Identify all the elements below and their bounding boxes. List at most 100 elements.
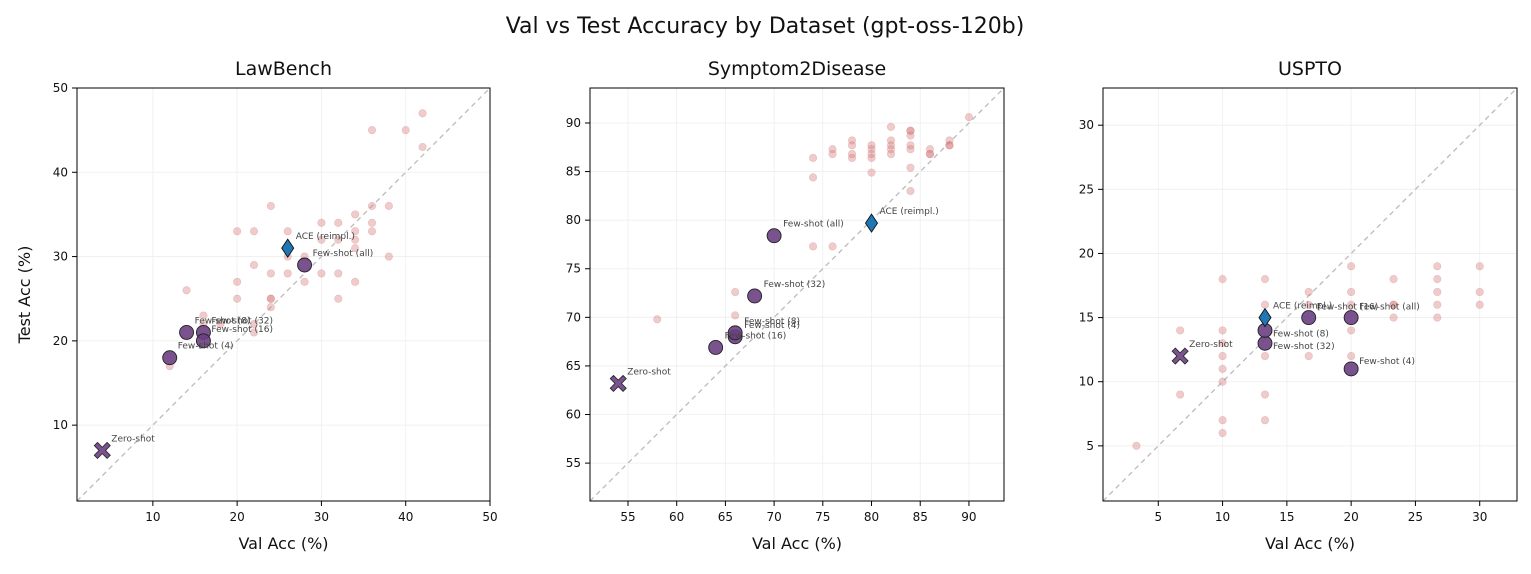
chart-lawbench-config-point bbox=[300, 277, 309, 286]
chart-lawbench-title: LawBench bbox=[235, 58, 332, 80]
chart-lawbench-few-shot-4-marker bbox=[162, 350, 178, 366]
chart-symptom2disease-config-point bbox=[828, 145, 837, 154]
chart-symptom2disease-x-tick-label: 60 bbox=[669, 510, 684, 524]
chart-lawbench-few-shot-8-marker bbox=[179, 324, 195, 340]
chart-lawbench-config-point bbox=[182, 286, 191, 295]
chart-uspto-few-shot-4-label: Few-shot (4) bbox=[1359, 357, 1415, 367]
chart-uspto-ace-reimpl-marker bbox=[1258, 307, 1272, 328]
chart-symptom2disease-config-point bbox=[906, 126, 915, 135]
chart-lawbench-config-point bbox=[351, 277, 360, 286]
chart-symptom2disease-config-point bbox=[867, 149, 876, 159]
chart-lawbench-config-point bbox=[317, 235, 326, 244]
chart-symptom2disease-diagonal bbox=[589, 87, 1005, 502]
chart-uspto-config-point bbox=[1347, 300, 1356, 309]
chart-uspto-config-point bbox=[1304, 287, 1313, 297]
chart-lawbench-config-point bbox=[401, 126, 410, 135]
chart-lawbench-config-point bbox=[351, 235, 360, 244]
chart-uspto-few-shot-32-marker bbox=[1257, 335, 1273, 351]
chart-uspto-config-point bbox=[1475, 287, 1484, 297]
chart-symptom2disease-config-point bbox=[886, 149, 896, 159]
chart-lawbench-config-point bbox=[266, 269, 275, 278]
chart-symptom2disease-config-point bbox=[847, 153, 857, 163]
chart-lawbench-config-point bbox=[233, 227, 242, 236]
chart-symptom2disease-few-shot-all-label: Few-shot (all) bbox=[783, 220, 844, 230]
chart-lawbench-few-shot-32-label: Few-shot (32) bbox=[211, 316, 273, 326]
chart-symptom2disease-frame bbox=[589, 87, 1005, 502]
chart-lawbench-few-shot-16-label: Few-shot (16) bbox=[211, 325, 273, 335]
chart-uspto-config-point bbox=[1475, 262, 1484, 271]
chart-symptom2disease-config-point bbox=[886, 141, 896, 150]
chart-symptom2disease-config-point bbox=[867, 141, 876, 150]
chart-uspto-config-point bbox=[1304, 351, 1313, 361]
chart-lawbench-config-point bbox=[249, 319, 259, 329]
chart-symptom2disease-config-point bbox=[828, 242, 837, 251]
chart-uspto-config-point bbox=[1475, 300, 1484, 309]
chart-symptom2disease-config-point bbox=[925, 149, 935, 159]
chart-symptom2disease-config-point bbox=[867, 153, 876, 163]
chart-lawbench-config-point bbox=[266, 201, 275, 211]
chart-symptom2disease-config-point bbox=[847, 136, 857, 145]
chart-uspto-config-point bbox=[1218, 364, 1227, 373]
chart-symptom2disease-config-point bbox=[964, 113, 974, 122]
chart-lawbench-config-point bbox=[249, 227, 259, 236]
chart-lawbench-x-tick-label: 10 bbox=[145, 510, 160, 524]
chart-lawbench-config-point bbox=[367, 126, 377, 135]
chart-lawbench-y-tick-label: 10 bbox=[53, 418, 68, 432]
chart-symptom2disease-y-tick-label: 55 bbox=[566, 456, 581, 470]
chart-uspto-x-tick-label: 25 bbox=[1408, 510, 1423, 524]
chart-uspto-config-point bbox=[1433, 262, 1442, 271]
chart-uspto-x-tick-label: 10 bbox=[1215, 510, 1230, 524]
chart-lawbench-config-point bbox=[283, 269, 292, 278]
chart-uspto-x-tick-label: 30 bbox=[1472, 510, 1487, 524]
chart-symptom2disease-x-tick-label: 65 bbox=[718, 510, 733, 524]
chart-lawbench-zero-shot-marker bbox=[93, 441, 111, 459]
chart-uspto: Zero-shot Few-shot (4) Few-shot (32) Few-sh… bbox=[1079, 58, 1518, 553]
chart-symptom2disease-few-shot-32-marker bbox=[747, 288, 763, 304]
chart-symptom2disease-title: Symptom2Disease bbox=[708, 58, 886, 80]
chart-symptom2disease-few-shot-4-label: Few-shot (4) bbox=[744, 321, 800, 331]
chart-lawbench-config-point bbox=[233, 294, 242, 303]
chart-symptom2disease-few-shot-32-label: Few-shot (32) bbox=[764, 280, 826, 290]
chart-uspto-y-tick-label: 5 bbox=[1086, 439, 1094, 453]
chart-lawbench-config-point bbox=[418, 109, 427, 118]
chart-lawbench-config-point bbox=[367, 218, 377, 227]
chart-lawbench-config-point bbox=[351, 227, 360, 236]
chart-uspto-title: USPTO bbox=[1278, 58, 1342, 80]
chart-uspto-config-point bbox=[1433, 275, 1442, 284]
chart-symptom2disease-x-tick-label: 70 bbox=[766, 510, 781, 524]
chart-lawbench-x-tick-label: 20 bbox=[230, 510, 245, 524]
chart-uspto-config-point bbox=[1389, 300, 1398, 309]
chart-symptom2disease-config-point bbox=[886, 136, 896, 145]
chart-uspto-frame bbox=[1102, 87, 1518, 502]
chart-symptom2disease-ace-reimpl-marker bbox=[864, 213, 879, 233]
chart-lawbench-y-tick-label: 50 bbox=[53, 81, 68, 95]
chart-lawbench-config-point bbox=[266, 303, 275, 312]
chart-symptom2disease-y-tick-label: 60 bbox=[566, 408, 581, 422]
chart-lawbench-config-point bbox=[249, 328, 259, 337]
chart-uspto-config-point bbox=[1218, 275, 1227, 284]
chart-uspto-config-point bbox=[1389, 313, 1398, 322]
chart-uspto-zero-shot-marker bbox=[1171, 347, 1189, 365]
chart-lawbench-config-point bbox=[334, 269, 343, 278]
chart-lawbench-config-point bbox=[367, 227, 377, 236]
chart-uspto-config-point bbox=[1347, 287, 1356, 297]
chart-symptom2disease-config-point bbox=[867, 145, 876, 154]
chart-uspto-config-point bbox=[1176, 326, 1185, 335]
chart-symptom2disease-config-point bbox=[906, 163, 915, 172]
chart-symptom2disease-config-point bbox=[945, 136, 954, 145]
chart-symptom2disease-zero-shot-label: Zero-shot bbox=[627, 367, 671, 377]
chart-uspto-few-shot-16-marker bbox=[1301, 310, 1317, 326]
chart-lawbench-config-point bbox=[351, 244, 360, 253]
chart-symptom2disease-config-point bbox=[925, 145, 935, 154]
chart-uspto-config-point bbox=[1260, 390, 1270, 399]
chart-uspto-config-point bbox=[1218, 351, 1227, 361]
chart-uspto-config-point bbox=[1218, 377, 1227, 386]
chart-lawbench-config-point bbox=[216, 319, 225, 329]
chart-lawbench-few-shot-8-label: Few-shot (8) bbox=[195, 316, 251, 326]
chart-lawbench-x-tick-label: 50 bbox=[482, 510, 497, 524]
chart-symptom2disease-ace-reimpl-label: ACE (reimpl.) bbox=[880, 207, 939, 217]
chart-lawbench-few-shot-all-label: Few-shot (all) bbox=[313, 249, 374, 259]
